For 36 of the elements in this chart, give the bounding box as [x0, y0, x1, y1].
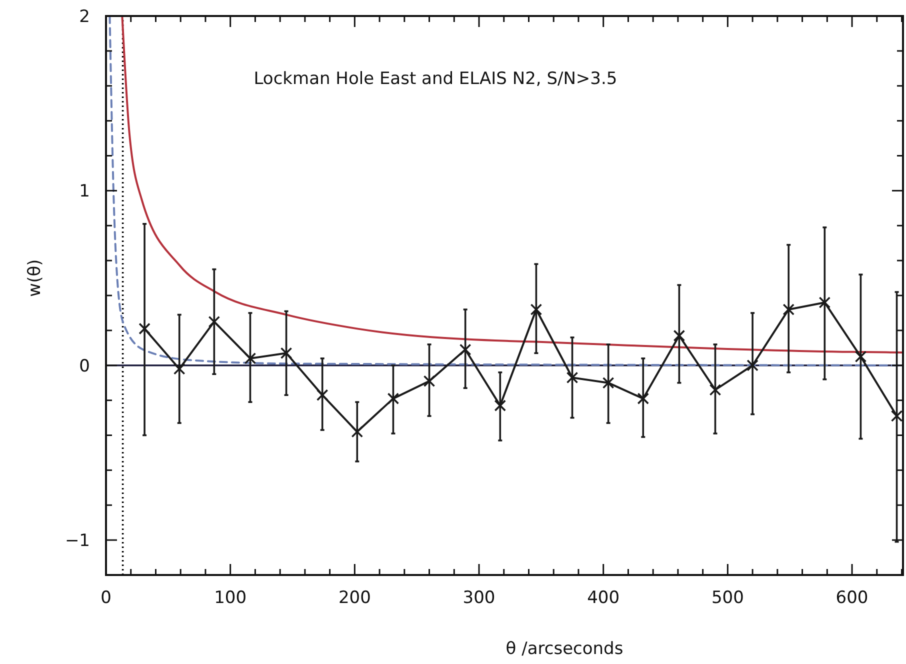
- y-axis-title: w(θ): [25, 259, 45, 297]
- point: [602, 376, 614, 389]
- point: [138, 322, 150, 335]
- y-tick-label: 2: [79, 7, 90, 27]
- point: [782, 304, 795, 316]
- point: [566, 372, 578, 384]
- point: [673, 330, 686, 342]
- point: [316, 389, 328, 401]
- x-tick-label: 100: [214, 588, 247, 608]
- point: [746, 359, 758, 372]
- point: [387, 392, 400, 404]
- point: [423, 375, 436, 387]
- x-tick-label: 200: [338, 588, 371, 608]
- point: [494, 400, 506, 412]
- point: [637, 392, 650, 404]
- point: [890, 410, 903, 422]
- point: [854, 350, 867, 363]
- y-tick-label: 0: [79, 356, 90, 376]
- point: [530, 304, 542, 316]
- text: Lockman Hole East and ELAIS N2, S/N>3.5: [254, 69, 618, 89]
- point: [173, 362, 186, 375]
- y-tick-label: −1: [64, 531, 90, 552]
- point: [818, 296, 831, 308]
- y-tick-label: 1: [79, 182, 90, 202]
- point: [459, 344, 472, 356]
- point: [244, 352, 256, 364]
- point: [709, 384, 722, 396]
- x-tick-label: 0: [100, 588, 112, 608]
- x-tick-label: 600: [836, 588, 868, 608]
- x-tick-label: 500: [711, 588, 744, 608]
- point: [280, 347, 292, 360]
- x-tick-label: 400: [587, 588, 620, 608]
- x-axis-title: θ /arcseconds: [506, 639, 624, 659]
- point: [351, 426, 364, 438]
- x-tick-label: 300: [462, 588, 496, 608]
- point: [208, 316, 220, 328]
